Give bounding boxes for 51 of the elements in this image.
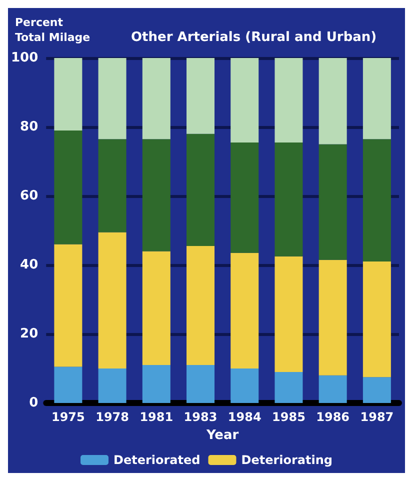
bar	[230, 142, 259, 253]
x-tick-label: 1985	[272, 410, 306, 424]
bar	[186, 58, 215, 134]
bar	[362, 58, 391, 140]
bar	[98, 232, 126, 368]
bar	[230, 252, 259, 368]
bar	[98, 139, 126, 232]
x-axis-title: Year	[205, 428, 240, 443]
bar	[274, 372, 303, 403]
bar	[230, 368, 259, 403]
x-tick-label: 1987	[360, 410, 394, 424]
x-tick-label: 1978	[96, 410, 129, 424]
x-tick-label: 1981	[140, 410, 174, 424]
y-axis-title: Percent Total Milage	[15, 16, 90, 44]
bar	[54, 58, 82, 130]
bar	[274, 256, 303, 372]
bar	[318, 144, 347, 260]
legend-label: Deteriorated	[114, 453, 200, 467]
y-tick-label: 60	[20, 188, 38, 204]
legend-label: Deteriorating	[241, 453, 332, 467]
y-tick-label: 20	[20, 326, 38, 342]
x-tick-label: 1983	[184, 410, 218, 424]
y-tick-label: 80	[20, 120, 38, 134]
x-tick-label: 1975	[51, 410, 85, 424]
y-tick-label: 0	[29, 396, 38, 410]
bar	[186, 246, 215, 366]
bar	[54, 366, 82, 403]
bar	[142, 365, 170, 403]
y-tick-label: 100	[10, 50, 38, 66]
chart-title: Other Arterials (Rural and Urban)	[131, 30, 377, 45]
y-tick-label: 40	[20, 258, 38, 272]
bar	[274, 142, 303, 256]
bar	[318, 260, 347, 376]
bar	[186, 134, 215, 246]
bar	[318, 58, 347, 144]
bar	[362, 139, 391, 262]
bar	[142, 58, 170, 140]
x-tick-label: 1984	[228, 410, 262, 424]
bar	[98, 58, 126, 140]
bar	[186, 365, 215, 403]
bar	[98, 368, 126, 403]
bar	[54, 130, 82, 244]
bar	[54, 244, 82, 367]
bar	[362, 262, 391, 378]
bar	[142, 139, 170, 252]
x-tick-label: 1986	[316, 410, 350, 424]
bar	[142, 251, 170, 366]
bar	[362, 377, 391, 403]
bar	[318, 375, 347, 403]
bar	[230, 58, 259, 143]
bar	[274, 58, 303, 143]
